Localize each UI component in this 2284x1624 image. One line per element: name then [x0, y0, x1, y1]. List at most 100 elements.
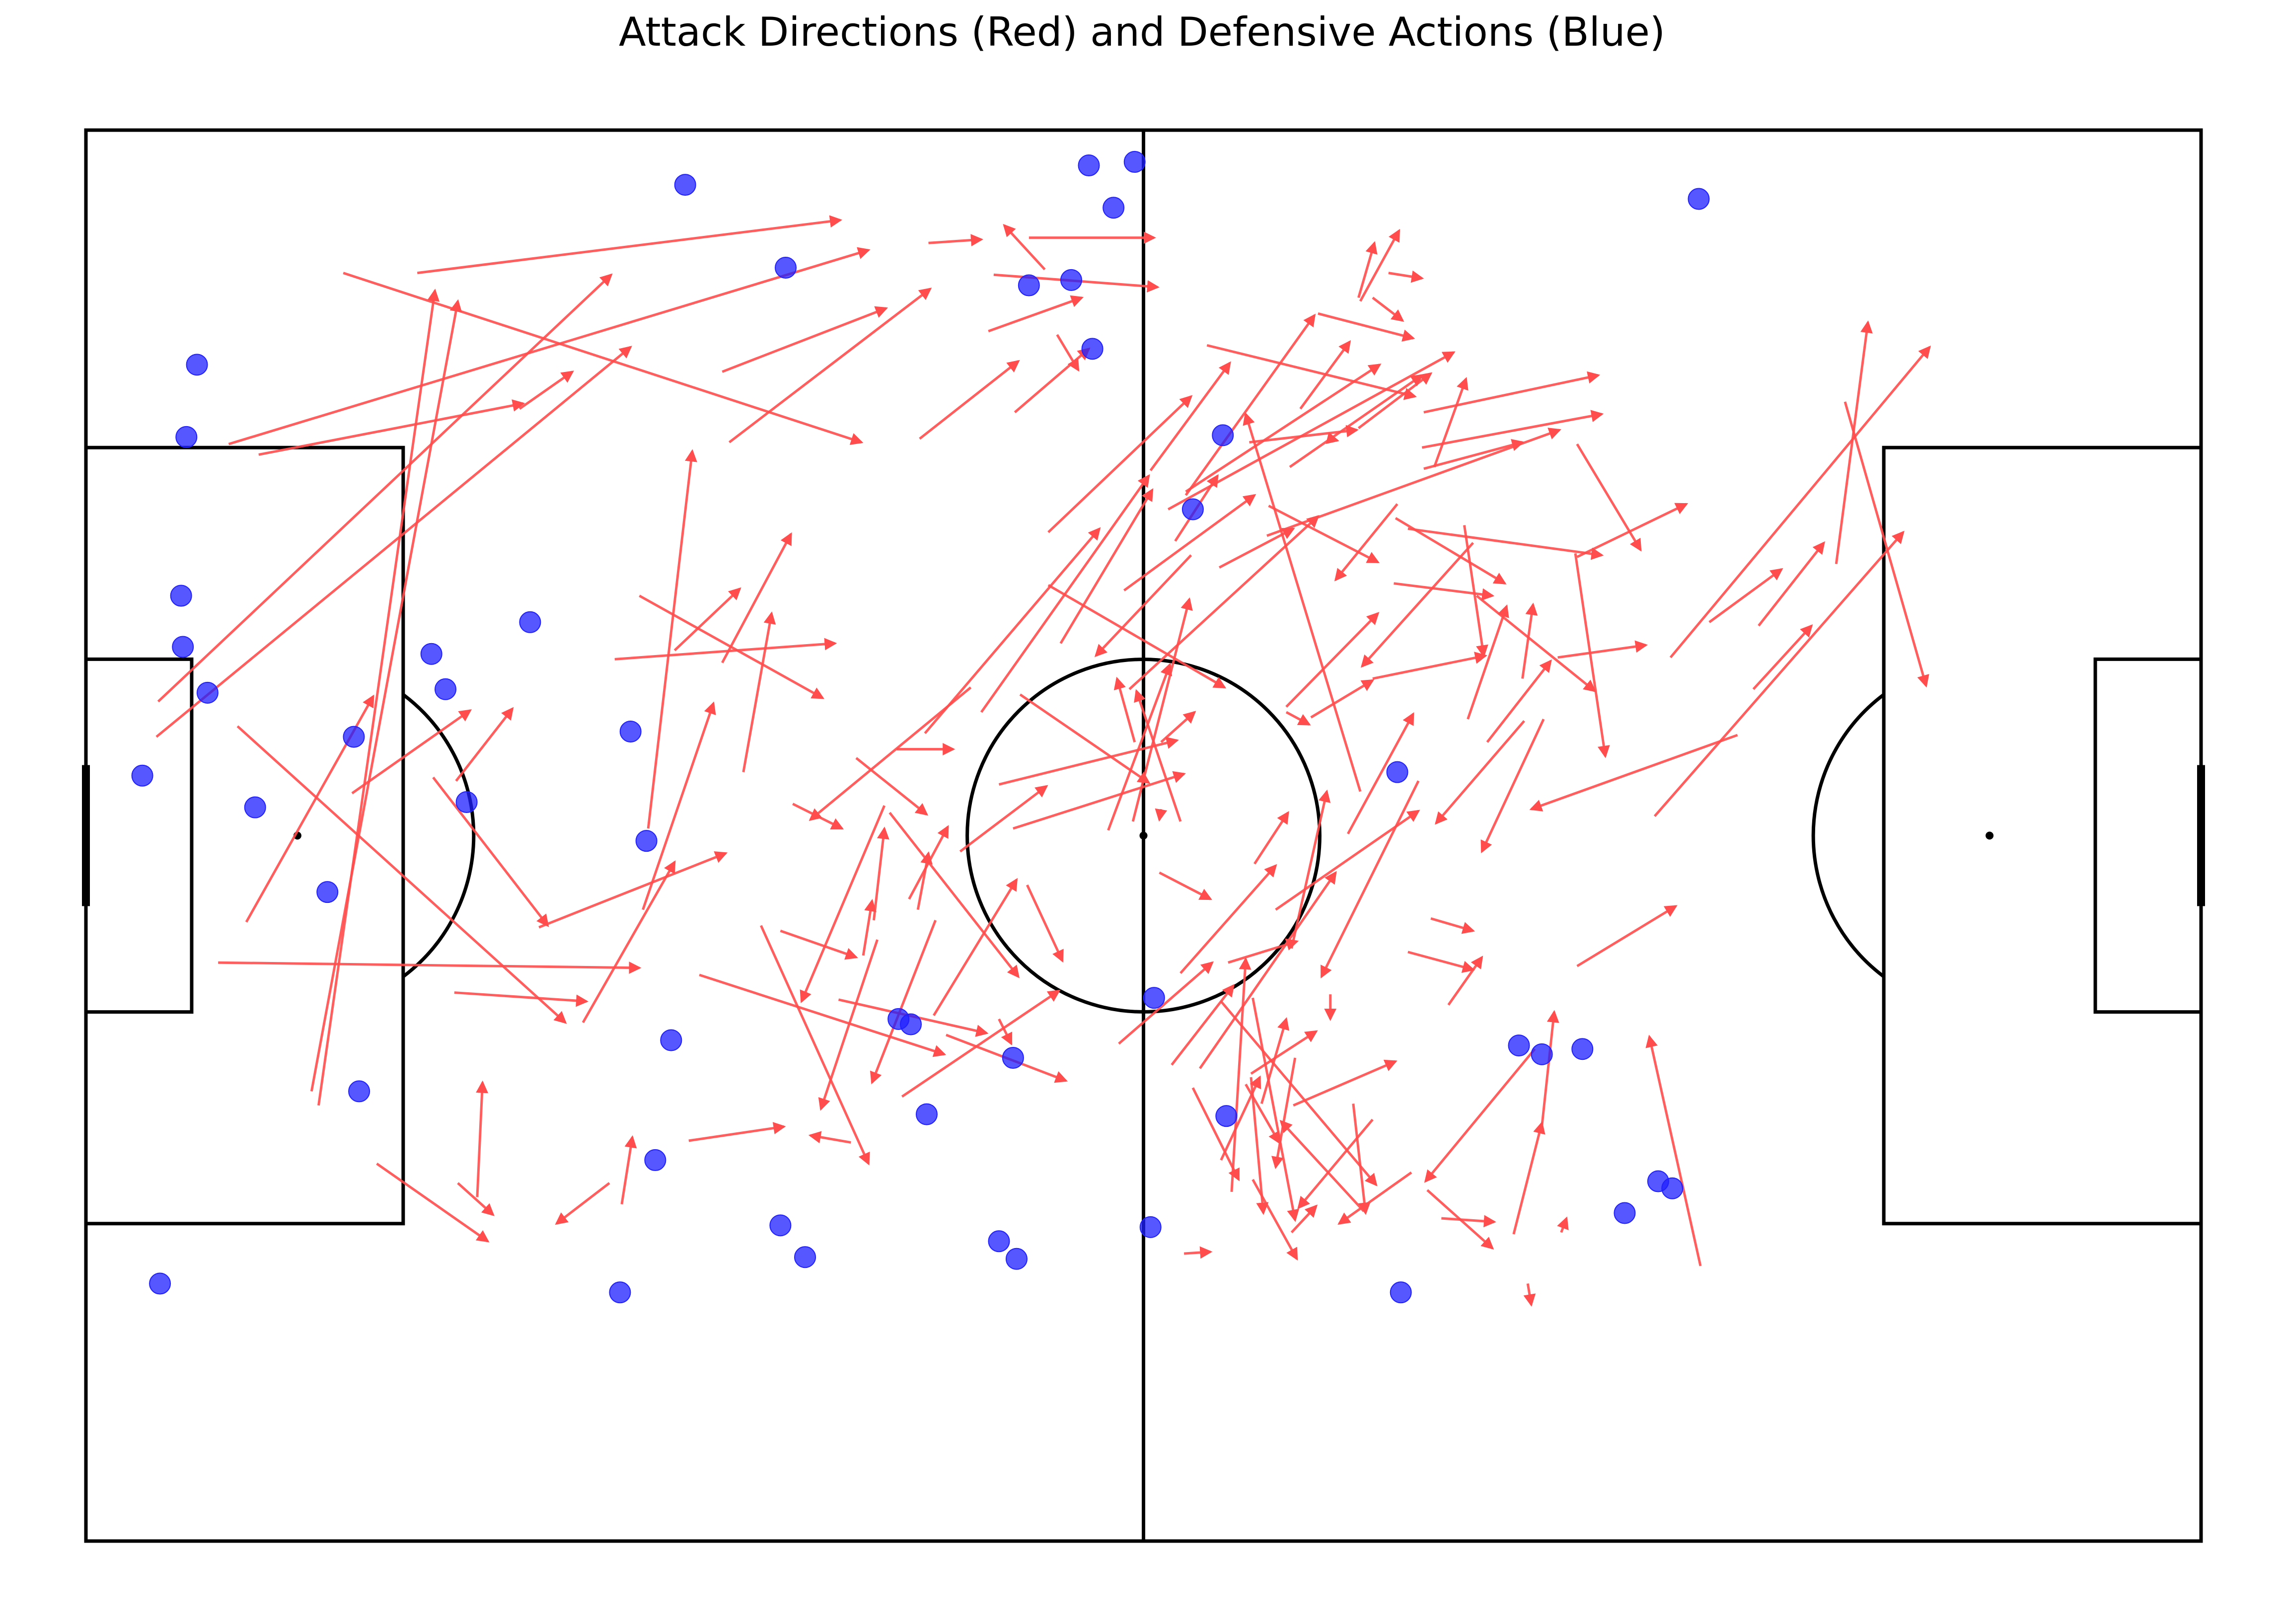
defensive-action-point: [1078, 154, 1100, 177]
attack-arrow: [1179, 864, 1277, 974]
defensive-action-point: [149, 1272, 171, 1295]
attack-arrow: [1320, 780, 1420, 979]
attack-arrow: [1347, 712, 1414, 835]
attack-arrow: [1253, 811, 1289, 865]
defensive-action-point: [1018, 274, 1040, 296]
defensive-action-point: [1212, 424, 1234, 446]
attack-arrow: [1424, 1048, 1536, 1183]
attack-arrow: [1026, 884, 1064, 963]
attack-arrow: [1299, 340, 1351, 410]
defensive-action-point: [175, 426, 198, 448]
attack-arrow: [1574, 553, 1610, 758]
defensive-action-point: [343, 726, 365, 748]
centre-spot: [1139, 831, 1148, 840]
attack-arrow: [699, 973, 947, 1057]
attack-arrow: [1243, 412, 1362, 792]
attack-arrow: [582, 860, 676, 1024]
attack-arrow: [343, 272, 864, 445]
attack-arrow: [1260, 1017, 1290, 1104]
attack-arrow: [1523, 1283, 1536, 1307]
attack-arrow: [1013, 771, 1186, 830]
attack-arrow: [1290, 789, 1331, 949]
defensive-action-point: [1103, 197, 1125, 219]
attack-arrow: [1463, 525, 1488, 658]
left-six-yard-box: [84, 657, 194, 1014]
defensive-action-point: [170, 585, 192, 607]
attack-arrow: [1645, 1034, 1702, 1266]
right-penalty-area: [1882, 445, 2203, 1226]
attack-arrow: [1480, 719, 1545, 854]
attack-arrow: [1557, 1216, 1569, 1233]
defensive-action-point: [1002, 1046, 1024, 1069]
attack-arrow: [1529, 734, 1738, 812]
attack-arrow: [1059, 488, 1154, 644]
attack-arrows-group: [155, 215, 1931, 1307]
attack-arrow: [1230, 957, 1252, 1192]
attack-arrow: [1441, 1215, 1496, 1228]
attack-arrow: [1250, 1077, 1269, 1215]
attack-arrow: [792, 803, 844, 830]
defensive-action-point: [1688, 188, 1710, 210]
attack-arrow: [1268, 505, 1380, 564]
attack-arrow: [1014, 347, 1091, 414]
defensive-action-point: [915, 1103, 938, 1125]
attack-arrow: [1199, 871, 1337, 1069]
defensive-action-point: [196, 681, 219, 704]
attack-arrow: [614, 638, 837, 661]
attack-arrow: [1421, 410, 1604, 449]
attack-arrow: [924, 527, 1101, 735]
attack-arrow: [870, 920, 937, 1085]
attack-arrow: [1250, 1030, 1318, 1075]
defensive-action-point: [455, 791, 478, 813]
defensive-action-point: [244, 796, 266, 818]
defensive-action-point: [1531, 1043, 1553, 1065]
attack-arrow: [673, 587, 741, 652]
attack-arrow: [1541, 1010, 1559, 1127]
defensive-action-point: [775, 256, 797, 279]
attack-arrow: [1669, 345, 1931, 659]
defensive-action-point: [794, 1246, 816, 1268]
attack-arrow: [808, 1131, 851, 1144]
attack-arrow: [1094, 554, 1192, 658]
attack-arrow: [376, 1162, 490, 1243]
defensive-action-point: [1139, 1216, 1162, 1238]
defensive-action-point: [1386, 761, 1408, 783]
attack-arrow: [1285, 711, 1311, 726]
defensive-action-point: [131, 764, 153, 787]
left-penalty-arc: [402, 693, 476, 978]
attack-arrow: [928, 234, 983, 247]
attack-arrow: [351, 709, 472, 795]
attack-arrow: [642, 701, 716, 910]
attack-arrow: [1576, 905, 1678, 967]
attack-arrow: [998, 737, 1179, 786]
defensive-action-point: [660, 1029, 682, 1051]
attack-arrow: [476, 1080, 489, 1197]
attack-arrow: [538, 851, 728, 929]
attack-arrow: [1293, 1059, 1398, 1107]
attack-arrow: [888, 812, 1020, 978]
defensive-action-point: [635, 830, 658, 852]
attack-arrow: [1279, 1119, 1365, 1212]
attack-arrow: [310, 299, 462, 1092]
attack-arrow: [1297, 1118, 1374, 1209]
defensive-action-point: [1661, 1177, 1684, 1199]
attack-arrow: [1435, 720, 1526, 825]
right-six-yard-box: [2093, 657, 2203, 1014]
attack-arrow: [1118, 961, 1214, 1045]
attack-arrow: [1183, 1246, 1213, 1259]
defensive-action-point: [420, 643, 442, 665]
attack-arrow: [218, 961, 642, 974]
defensive-action-point: [769, 1214, 792, 1237]
attack-arrow: [1372, 652, 1487, 680]
attack-arrow: [1131, 597, 1193, 822]
defensive-action-point: [316, 881, 339, 903]
attack-arrow: [1271, 1057, 1297, 1170]
attack-arrow: [721, 532, 792, 664]
attack-arrow: [1206, 344, 1417, 400]
attack-arrow: [1128, 515, 1320, 690]
attack-arrow: [1653, 530, 1905, 817]
defensive-actions-group: [131, 150, 1710, 1304]
attack-arrow: [1576, 443, 1642, 552]
attack-arrow: [901, 989, 1061, 1098]
defensive-action-point: [1614, 1202, 1636, 1224]
